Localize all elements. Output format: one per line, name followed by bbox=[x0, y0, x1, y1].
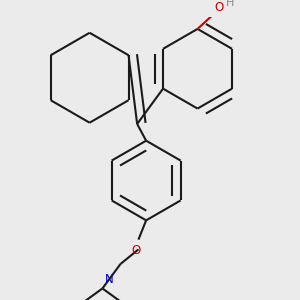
Text: H: H bbox=[226, 0, 235, 8]
Text: N: N bbox=[105, 273, 114, 286]
Text: O: O bbox=[132, 244, 141, 257]
Text: O: O bbox=[214, 1, 224, 14]
